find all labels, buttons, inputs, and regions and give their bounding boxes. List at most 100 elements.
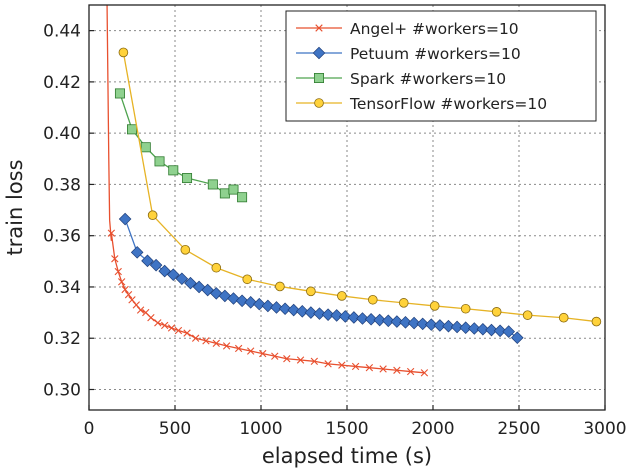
data-point — [304, 306, 318, 319]
data-point — [242, 274, 253, 285]
x-tick-label: 2500 — [497, 419, 540, 439]
data-point — [416, 317, 429, 331]
data-point — [493, 324, 507, 338]
data-point — [111, 255, 119, 263]
data-point — [278, 302, 292, 316]
data-point — [158, 264, 171, 278]
data-point — [275, 281, 285, 292]
data-point — [259, 349, 267, 358]
series-square — [114, 88, 248, 203]
data-point — [373, 313, 386, 327]
data-point — [287, 303, 300, 317]
data-point — [183, 329, 191, 337]
plot-series — [106, 5, 602, 377]
data-point — [118, 47, 129, 58]
data-point — [476, 322, 490, 336]
data-point — [182, 173, 193, 184]
data-point — [364, 312, 378, 326]
x-tick-label: 3000 — [583, 419, 626, 439]
data-point — [381, 314, 395, 328]
data-point — [132, 301, 140, 309]
x-tick-label: 0 — [84, 419, 95, 439]
data-point — [393, 366, 401, 374]
data-point — [218, 289, 232, 303]
data-point — [117, 278, 126, 286]
data-point — [296, 356, 305, 364]
y-tick-label: 0.38 — [43, 175, 81, 195]
data-point — [222, 342, 231, 350]
data-point — [271, 352, 279, 360]
data-point — [136, 306, 145, 314]
data-point — [502, 325, 515, 338]
data-point — [379, 365, 387, 373]
data-point — [154, 319, 162, 327]
data-point — [237, 192, 248, 203]
y-tick-label: 0.42 — [43, 73, 81, 93]
legend-label: TensorFlow #workers=10 — [349, 95, 547, 113]
data-point — [429, 301, 440, 311]
data-point — [390, 315, 404, 328]
axis-tick-labels: 0 500 1000 1500 2000 2500 3000 0.30 0.32 0.34 0.36… — [43, 22, 626, 439]
data-point — [321, 308, 335, 321]
data-point — [306, 286, 316, 297]
legend-label: Petuum #workers=10 — [350, 45, 521, 63]
data-point — [180, 244, 191, 255]
data-point — [147, 314, 155, 322]
legend-label: Angel+ #workers=10 — [350, 20, 519, 38]
data-point — [246, 347, 255, 355]
x-axis-label: elapsed time (s) — [262, 444, 432, 468]
y-tick-label: 0.40 — [43, 124, 81, 144]
x-tick-label: 500 — [159, 419, 191, 439]
data-point — [558, 312, 569, 323]
data-point — [160, 321, 169, 330]
data-point — [365, 364, 374, 372]
data-point — [191, 334, 200, 342]
data-point — [338, 310, 352, 323]
data-point — [485, 323, 498, 337]
data-point — [295, 305, 309, 318]
data-point — [347, 311, 361, 324]
data-point — [424, 318, 438, 331]
data-point — [202, 337, 210, 345]
x-tick-label: 1000 — [239, 419, 282, 439]
data-point — [127, 124, 138, 135]
data-point — [491, 307, 502, 317]
data-point — [130, 246, 144, 259]
data-point — [207, 179, 218, 190]
data-point — [235, 294, 249, 308]
data-point — [324, 360, 332, 368]
y-tick-label: 0.36 — [43, 227, 81, 247]
series-circle — [118, 47, 602, 327]
data-point — [234, 344, 243, 353]
data-point — [442, 319, 455, 333]
data-point — [175, 272, 189, 286]
y-axis-label: train loss — [3, 159, 27, 255]
y-tick-label: 0.32 — [43, 329, 81, 349]
data-point — [227, 292, 240, 305]
series-line — [119, 93, 243, 198]
data-point — [174, 326, 183, 335]
series-line — [106, 5, 425, 374]
series-line — [122, 52, 597, 323]
y-tick-label: 0.44 — [43, 22, 81, 42]
axis-ticks — [88, 30, 606, 410]
data-point — [522, 310, 533, 320]
data-point — [212, 339, 220, 348]
data-point — [367, 294, 378, 305]
data-point — [107, 229, 116, 237]
legend-marker — [312, 46, 326, 60]
data-point — [399, 316, 412, 329]
data-point — [201, 283, 214, 297]
data-point — [330, 309, 343, 322]
data-point — [270, 301, 283, 314]
legend-marker — [315, 24, 323, 32]
data-point — [407, 316, 421, 330]
data-point — [114, 267, 122, 276]
data-point — [252, 297, 266, 311]
data-point — [167, 324, 176, 332]
data-point — [398, 298, 409, 308]
data-point — [460, 303, 471, 314]
legend: Angel+ #workers=10 Petuum #workers=10 Spar… — [285, 10, 597, 122]
data-point — [211, 262, 222, 273]
